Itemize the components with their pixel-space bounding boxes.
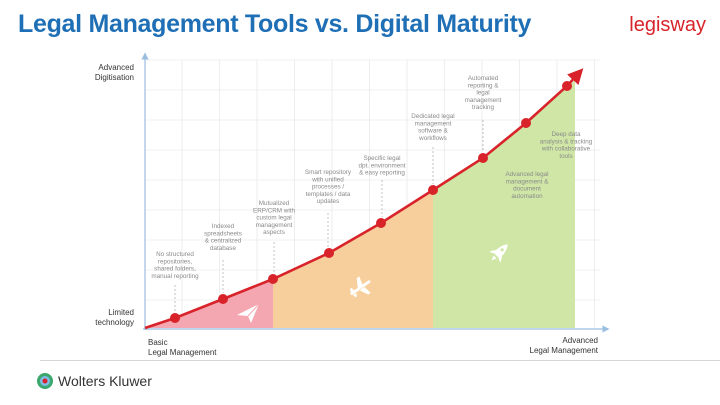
paper-plane-icon xyxy=(237,303,260,323)
milestone-point xyxy=(562,81,572,91)
milestone-label: Dedicated legal management software & workf… xyxy=(411,113,454,142)
milestone-point xyxy=(268,274,278,284)
page-title: Legal Management Tools vs. Digital Matur… xyxy=(18,10,532,38)
x-axis-left-label: Basic xyxy=(148,338,168,347)
y-axis-bottom-label: Limited xyxy=(108,308,134,317)
airplane-icon xyxy=(349,276,371,298)
footer-divider xyxy=(40,360,720,361)
milestone-label: Specific legal dpt. environment & easy rep… xyxy=(359,155,406,177)
zone-basic xyxy=(145,279,273,328)
zone-intermediate xyxy=(273,190,433,328)
x-axis-right-label: Advanced xyxy=(562,336,598,345)
milestone-point xyxy=(324,248,334,258)
rocket-icon xyxy=(489,244,508,263)
wolters-kluwer-logo: Wolters Kluwer xyxy=(36,372,152,390)
milestone-leaders xyxy=(174,120,484,312)
milestone-label: Mutualized ERP/CRM with custom legal manage… xyxy=(253,200,295,236)
milestone-point xyxy=(478,153,488,163)
milestone-label: Deep data analysis & tracking with collabo… xyxy=(540,131,593,160)
milestone-label: Automated reporting & legal management track… xyxy=(465,75,502,111)
milestone-label: Indexed spreadsheets & centralized database xyxy=(204,223,242,252)
advanced-zone-label: Advanced legal management & document automa… xyxy=(505,171,549,200)
y-axis-top-label: Advanced xyxy=(98,63,134,72)
milestone-point xyxy=(376,218,386,228)
zone-advanced xyxy=(433,80,575,328)
milestone-point xyxy=(170,313,180,323)
company-name: Wolters Kluwer xyxy=(58,373,152,389)
milestone-point xyxy=(428,185,438,195)
milestone-point xyxy=(521,118,531,128)
globe-icon xyxy=(37,373,53,389)
milestone-label: No structured repositories, shared folders… xyxy=(151,251,199,280)
milestone-point xyxy=(218,294,228,304)
legisway-logo: legisway xyxy=(629,14,706,36)
milestone-label: Smart repository with unified processes / t… xyxy=(305,169,352,205)
